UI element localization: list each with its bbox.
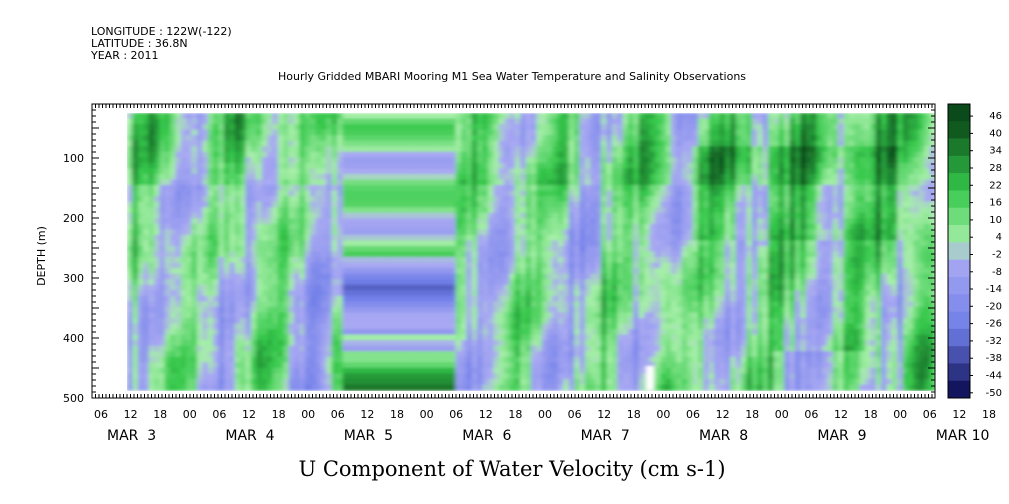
chart-title: Hourly Gridded MBARI Mooring M1 Sea Wate… bbox=[278, 70, 746, 83]
colorbar-label: -44 bbox=[986, 371, 1002, 382]
colorbar-swatch bbox=[948, 155, 970, 174]
x-tick-label: 18 bbox=[153, 408, 167, 421]
colorbar-swatch bbox=[948, 104, 970, 122]
x-tick-label: 18 bbox=[982, 408, 996, 421]
x-tick-label: 06 bbox=[923, 408, 937, 421]
colorbar-swatch bbox=[948, 138, 970, 157]
date-label: MAR 10 bbox=[936, 428, 990, 444]
colorbar-label: 22 bbox=[989, 180, 1002, 191]
date-labels: MAR 3 MAR 4 MAR 5 MAR 6 MAR 7 MAR 8 MAR 9 MAR 1… bbox=[107, 428, 989, 444]
x-tick-label: 00 bbox=[893, 408, 907, 421]
x-tick-label: 06 bbox=[686, 408, 700, 421]
x-tick-label: 06 bbox=[449, 408, 463, 421]
colorbar-swatch bbox=[948, 190, 970, 209]
colorbar-label: -20 bbox=[986, 301, 1002, 312]
colorbar-swatch bbox=[948, 207, 970, 226]
colorbar-swatch bbox=[948, 294, 970, 312]
date-label: MAR 8 bbox=[699, 428, 748, 444]
y-tick-label: 100 bbox=[63, 152, 84, 165]
x-tick-label: 12 bbox=[952, 408, 966, 421]
colorbar-swatch bbox=[948, 346, 970, 364]
x-tick-label: 18 bbox=[745, 408, 759, 421]
colorbar-label: 46 bbox=[989, 111, 1002, 122]
x-tick-label: 12 bbox=[360, 408, 374, 421]
x-tick-label: 12 bbox=[597, 408, 611, 421]
colorbar-frame bbox=[947, 103, 971, 399]
colorbar-label: 40 bbox=[989, 128, 1002, 139]
colorbar-label: -26 bbox=[986, 319, 1002, 330]
x-tick-label: 12 bbox=[242, 408, 256, 421]
heatmap-field bbox=[127, 113, 935, 391]
x-tick-label: 00 bbox=[538, 408, 552, 421]
axis-ticks bbox=[91, 104, 935, 399]
x-tick-label: 06 bbox=[804, 408, 818, 421]
date-label: MAR 4 bbox=[225, 428, 274, 444]
y-tick-label: 400 bbox=[63, 332, 84, 345]
colorbar-swatch bbox=[948, 311, 970, 330]
x-axis-title: U Component of Water Velocity (cm s-1) bbox=[298, 457, 725, 481]
colorbar-label: -32 bbox=[986, 336, 1002, 347]
colorbar-label: -38 bbox=[986, 353, 1002, 364]
x-tick-label: 18 bbox=[864, 408, 878, 421]
y-tick-label: 300 bbox=[63, 272, 84, 285]
colorbar-swatch bbox=[948, 121, 970, 139]
y-axis-title: DEPTH (m) bbox=[35, 226, 48, 286]
colorbar-label: 28 bbox=[989, 163, 1002, 174]
colorbar-swatch bbox=[948, 225, 970, 243]
colorbar-swatch bbox=[948, 328, 970, 347]
x-tick-label: 00 bbox=[183, 408, 197, 421]
plot-frame bbox=[91, 103, 936, 399]
colorbar-label: 34 bbox=[989, 146, 1002, 157]
x-tick-label: 18 bbox=[272, 408, 286, 421]
x-tick-label: 12 bbox=[479, 408, 493, 421]
colorbar-swatch bbox=[948, 173, 970, 191]
x-tick-label: 00 bbox=[775, 408, 789, 421]
x-tick-label: 00 bbox=[656, 408, 670, 421]
x-tick-label: 18 bbox=[627, 408, 641, 421]
colorbar-swatch bbox=[948, 276, 970, 295]
colorbar-swatch bbox=[948, 380, 970, 399]
colorbar: 46 40 34 28 22 16 10 4 -2 -8 -14 -20 -26 -32 -38 -44 -50 bbox=[947, 103, 1002, 399]
colorbar-label: 4 bbox=[996, 232, 1002, 243]
x-tick-label: 12 bbox=[716, 408, 730, 421]
latitude-label: LATITUDE : 36.8N bbox=[91, 37, 188, 50]
date-label: MAR 6 bbox=[462, 428, 511, 444]
date-label: MAR 3 bbox=[107, 428, 156, 444]
longitude-label: LONGITUDE : 122W(-122) bbox=[91, 25, 232, 38]
x-tick-labels: 06 12 18 00 06 12 18 00 06 12 18 00 06 12 18 00 06 12 18 00… bbox=[94, 408, 996, 421]
year-label: YEAR : 2011 bbox=[90, 49, 159, 62]
colorbar-label: -50 bbox=[986, 388, 1002, 399]
x-tick-label: 12 bbox=[124, 408, 138, 421]
colorbar-label: -14 bbox=[986, 284, 1002, 295]
colorbar-label: 10 bbox=[989, 215, 1002, 226]
y-tick-label: 200 bbox=[63, 212, 84, 225]
x-tick-label: 12 bbox=[834, 408, 848, 421]
colorbar-label: -8 bbox=[992, 267, 1002, 278]
x-tick-label: 00 bbox=[420, 408, 434, 421]
x-tick-label: 18 bbox=[390, 408, 404, 421]
date-label: MAR 9 bbox=[817, 428, 866, 444]
colorbar-swatch bbox=[948, 242, 970, 260]
x-tick-label: 06 bbox=[94, 408, 108, 421]
x-tick-label: 00 bbox=[301, 408, 315, 421]
date-label: MAR 5 bbox=[344, 428, 393, 444]
colorbar-swatch bbox=[948, 259, 970, 278]
date-label: MAR 7 bbox=[581, 428, 630, 444]
y-tick-label: 500 bbox=[63, 392, 84, 405]
x-tick-label: 06 bbox=[568, 408, 582, 421]
y-tick-labels: 100 200 300 400 500 bbox=[63, 152, 84, 405]
x-tick-label: 06 bbox=[331, 408, 345, 421]
colorbar-swatch bbox=[948, 363, 970, 381]
x-tick-label: 06 bbox=[212, 408, 226, 421]
colorbar-label: -2 bbox=[992, 250, 1002, 261]
colorbar-label: 16 bbox=[989, 198, 1002, 209]
x-tick-label: 18 bbox=[508, 408, 522, 421]
